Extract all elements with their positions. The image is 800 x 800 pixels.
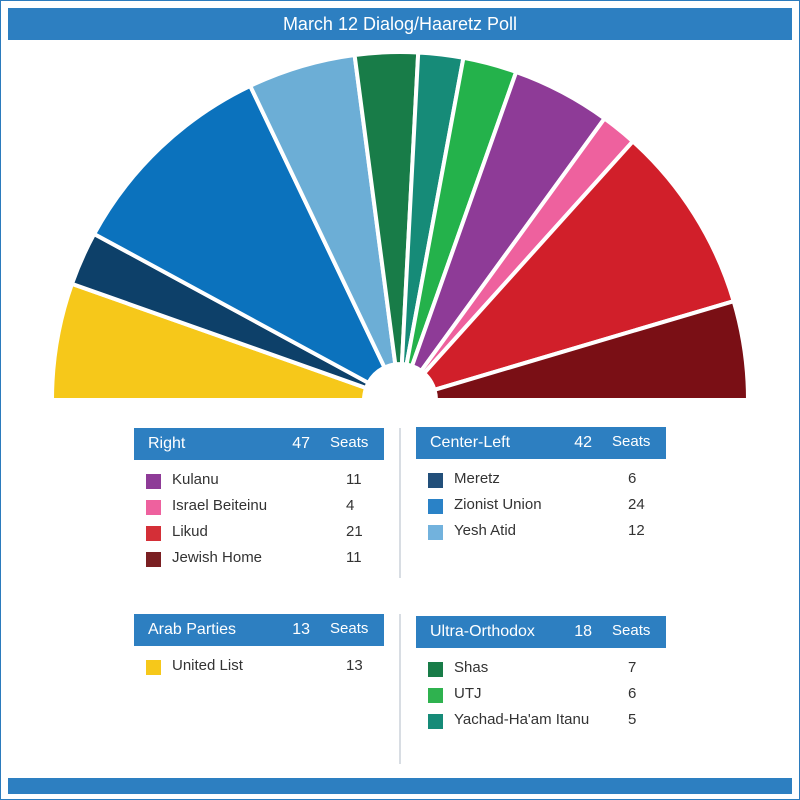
party-seats: 24 bbox=[628, 496, 645, 513]
party-seats: 6 bbox=[628, 685, 637, 702]
party-name: Kulanu bbox=[172, 471, 219, 488]
bloc-name: Arab Parties bbox=[148, 621, 237, 638]
legend-swatch bbox=[146, 552, 161, 567]
bloc-header-right: Right 47 Seats bbox=[134, 428, 384, 460]
party-row-utj: UTJ 6 bbox=[416, 680, 666, 706]
party-name: UTJ bbox=[454, 685, 482, 702]
party-row-kulanu: Kulanu 11 bbox=[134, 466, 384, 492]
slice-zionist-union bbox=[92, 83, 387, 385]
party-row-united-list: United List 13 bbox=[134, 652, 384, 678]
party-name: Zionist Union bbox=[454, 496, 542, 513]
legend-swatch bbox=[146, 660, 161, 675]
party-seats: 12 bbox=[628, 522, 645, 539]
bloc-name: Ultra-Orthodox bbox=[430, 623, 535, 640]
party-row-yachad: Yachad-Ha'am Itanu 5 bbox=[416, 706, 666, 732]
slice-yesh-atid bbox=[248, 52, 398, 370]
chart-title: March 12 Dialog/Haaretz Poll bbox=[8, 8, 792, 40]
party-seats: 6 bbox=[628, 470, 637, 487]
party-row-zionist-union: Zionist Union 24 bbox=[416, 491, 666, 517]
party-seats: 7 bbox=[628, 659, 637, 676]
slice-likud bbox=[422, 139, 736, 392]
party-name: United List bbox=[172, 657, 243, 674]
party-row-shas: Shas 7 bbox=[416, 654, 666, 680]
bloc-center-left: Center-Left 42 Seats Meretz 6 Zionist Un… bbox=[416, 427, 666, 543]
legend-swatch bbox=[428, 688, 443, 703]
party-seats: 11 bbox=[346, 471, 362, 488]
legend-swatch bbox=[428, 499, 443, 514]
seats-label: Seats bbox=[330, 434, 369, 451]
legend-swatch bbox=[428, 525, 443, 540]
party-name: Yachad-Ha'am Itanu bbox=[454, 711, 590, 728]
party-row-meretz: Meretz 6 bbox=[416, 465, 666, 491]
legend-swatch bbox=[428, 714, 443, 729]
legend-swatch bbox=[428, 662, 443, 677]
legend-swatch bbox=[146, 474, 161, 489]
bloc-total-seats: 47 bbox=[292, 435, 310, 452]
slice-jewish-home bbox=[432, 299, 750, 402]
party-name: Shas bbox=[454, 659, 489, 676]
bloc-total-seats: 42 bbox=[574, 434, 592, 451]
bloc-total-seats: 18 bbox=[574, 623, 592, 640]
party-seats: 11 bbox=[346, 549, 362, 566]
party-name: Meretz bbox=[454, 470, 500, 487]
column-divider bbox=[399, 428, 401, 578]
bloc-name: Right bbox=[148, 435, 186, 452]
party-seats: 21 bbox=[346, 523, 363, 540]
footer-bar bbox=[8, 778, 792, 794]
bloc-arab-parties: Arab Parties 13 Seats United List 13 bbox=[134, 614, 384, 678]
legend-swatch bbox=[146, 500, 161, 515]
bloc-total-seats: 13 bbox=[292, 621, 310, 638]
bloc-header-arab-parties: Arab Parties 13 Seats bbox=[134, 614, 384, 646]
legend-swatch bbox=[146, 526, 161, 541]
party-name: Israel Beiteinu bbox=[172, 497, 268, 514]
party-seats: 5 bbox=[628, 711, 637, 728]
party-row-jewish-home: Jewish Home 11 bbox=[134, 544, 384, 570]
party-name: Jewish Home bbox=[172, 549, 263, 566]
party-seats: 4 bbox=[346, 497, 355, 514]
bloc-header-ultra-orthodox: Ultra-Orthodox 18 Seats bbox=[416, 616, 666, 648]
legend-swatch bbox=[428, 473, 443, 488]
bloc-right: Right 47 Seats Kulanu 11 Israel Beiteinu… bbox=[134, 428, 384, 570]
party-name: Yesh Atid bbox=[454, 522, 516, 539]
seats-label: Seats bbox=[330, 620, 369, 637]
party-row-likud: Likud 21 bbox=[134, 518, 384, 544]
party-row-israel-beiteinu: Israel Beiteinu 4 bbox=[134, 492, 384, 518]
slice-united-list bbox=[50, 281, 369, 402]
slice-kulanu bbox=[410, 69, 607, 373]
bloc-name: Center-Left bbox=[430, 434, 511, 451]
seats-label: Seats bbox=[612, 433, 651, 450]
bloc-header-center-left: Center-Left 42 Seats bbox=[416, 427, 666, 459]
bloc-ultra-orthodox: Ultra-Orthodox 18 Seats Shas 7 UTJ 6 Yac… bbox=[416, 616, 666, 732]
seats-label: Seats bbox=[612, 622, 651, 639]
party-row-yesh-atid: Yesh Atid 12 bbox=[416, 517, 666, 543]
column-divider bbox=[399, 614, 401, 764]
party-name: Likud bbox=[172, 523, 208, 540]
party-seats: 13 bbox=[346, 657, 363, 674]
